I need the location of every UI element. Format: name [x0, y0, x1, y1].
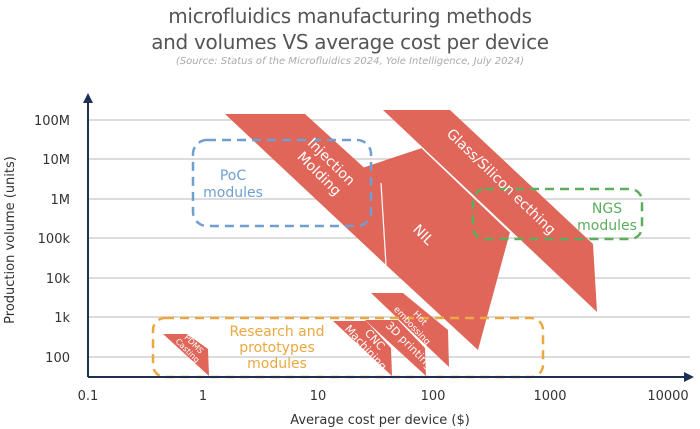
ngs-label: NGS — [592, 201, 622, 217]
research-label: modules — [247, 356, 307, 372]
x-tick-label: 100 — [421, 389, 446, 404]
poc-box — [191, 138, 373, 228]
y-tick-label: 100M — [34, 114, 70, 129]
y-tick-label: 10k — [46, 272, 71, 287]
poc-label: modules — [203, 185, 263, 201]
y-axis-arrow-icon — [83, 93, 93, 103]
region-pdms-casting — [163, 334, 209, 376]
chart-subtitle: (Source: Status of the Microfluidics 202… — [175, 56, 525, 67]
y-tick-label: 100k — [38, 232, 71, 247]
x-tick-label: 10 — [310, 389, 327, 404]
poc-label: PoC — [220, 168, 247, 184]
x-tick-label: 1 — [199, 389, 207, 404]
region-cnc-machining — [333, 321, 392, 376]
x-tick-label: 1000 — [533, 389, 566, 404]
region-glass-silicon-ecthing — [383, 110, 597, 312]
region-3d-printing — [365, 320, 426, 376]
y-tick-label: 100 — [45, 351, 70, 366]
x-tick-label: 10000 — [647, 389, 688, 404]
ngs-label: modules — [577, 218, 637, 234]
x-tick-label: 0.1 — [78, 389, 99, 404]
x-axis-label: Average cost per device ($) — [290, 413, 470, 428]
region-hot-embossing — [371, 293, 449, 367]
divider-line — [380, 182, 387, 266]
divider-line — [421, 147, 511, 233]
y-axis-label: Production volume (units) — [3, 156, 18, 324]
y-tick-label: 10M — [42, 153, 70, 168]
chart-title-line2: and volumes VS average cost per device — [151, 30, 549, 54]
research-label: Research and — [229, 324, 324, 340]
x-axis-arrow-icon — [684, 372, 694, 382]
y-tick-label: 1k — [54, 311, 70, 326]
research-label: prototypes — [239, 340, 315, 356]
chart-title-line1: microfluidics manufacturing methods — [168, 4, 532, 28]
y-tick-label: 1M — [51, 193, 71, 208]
region-nil — [362, 148, 510, 350]
